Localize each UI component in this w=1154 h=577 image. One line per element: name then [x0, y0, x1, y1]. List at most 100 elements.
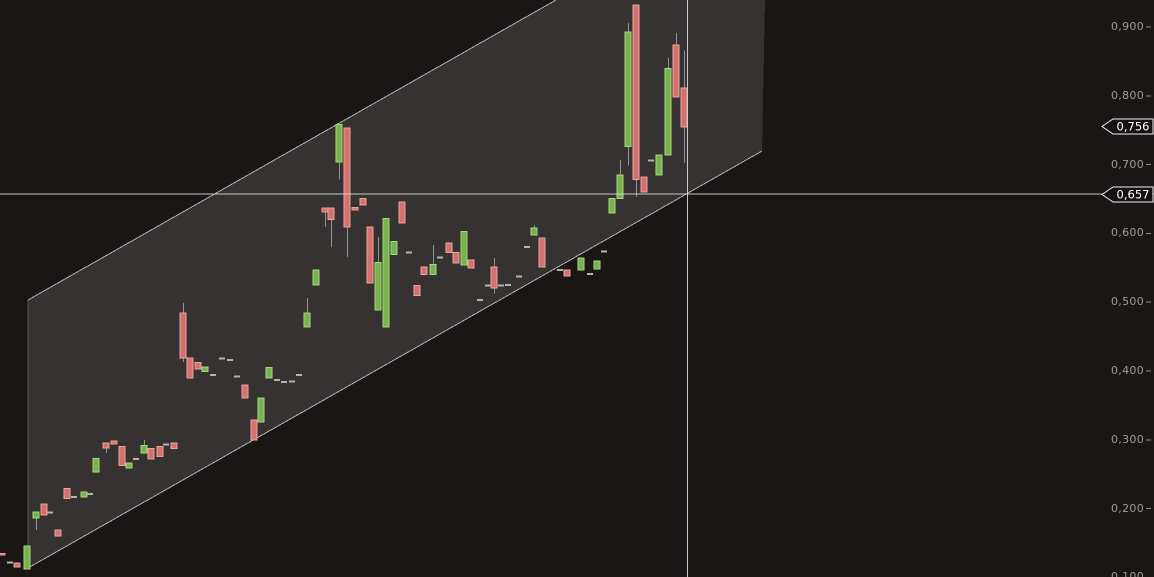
bear-candle [640, 176, 648, 193]
bear-candle [351, 206, 359, 211]
bull-candle [429, 263, 437, 276]
doji-candle [87, 493, 93, 496]
trend-channel-upper-line[interactable] [27, 0, 557, 301]
bull-candle [577, 257, 585, 271]
bear-candle [102, 442, 110, 449]
bull-candle [265, 367, 273, 379]
crosshair-price-value: 0,657 [1117, 187, 1150, 201]
bear-candle [63, 488, 71, 499]
bull-candle [655, 154, 663, 176]
price-axis-label: 0,200 [1111, 501, 1144, 515]
bear-candle [147, 448, 155, 460]
doji-candle [227, 358, 233, 361]
doji-candle [7, 561, 13, 564]
bull-candle [624, 31, 632, 148]
bear-candle [563, 269, 571, 277]
doji-candle [406, 251, 412, 254]
trend-channel-lower-line[interactable] [27, 150, 763, 569]
doji-candle [289, 380, 295, 383]
doji-candle [234, 375, 240, 378]
doji-candle [437, 256, 443, 259]
bull-candle [201, 366, 209, 373]
bull-candle [125, 462, 133, 469]
trend-channel-fill[interactable] [28, 0, 765, 568]
bear-candle [343, 127, 351, 228]
doji-candle [505, 284, 511, 286]
bull-candle [460, 230, 468, 266]
doji-candle [601, 250, 607, 253]
doji-candle [648, 159, 654, 162]
bull-candle [664, 67, 672, 156]
price-axis-label: 0,300 [1111, 432, 1144, 446]
bear-candle [672, 44, 680, 98]
bear-candle [40, 503, 48, 516]
bear-candle [118, 446, 126, 466]
doji-candle [587, 272, 593, 275]
bull-candle [80, 491, 88, 498]
bear-candle [321, 207, 329, 213]
bear-candle [0, 552, 6, 556]
price-tag-shape [1101, 118, 1154, 135]
bull-candle [374, 261, 382, 311]
bull-candle [593, 260, 601, 270]
doji-candle [210, 374, 216, 377]
bull-candle [335, 124, 343, 163]
bear-candle [241, 384, 249, 399]
bull-candle [616, 174, 624, 199]
bull-candle [382, 217, 390, 328]
last-price-tag: 0,756 [1101, 118, 1154, 135]
doji-candle [47, 511, 53, 514]
price-axis-label: 0,100 [1111, 570, 1144, 577]
doji-candle [485, 284, 491, 287]
bear-candle [445, 242, 453, 254]
bull-candle [140, 444, 148, 454]
bull-candle [608, 197, 616, 214]
bull-candle [390, 241, 398, 256]
price-axis-label: 0,800 [1111, 88, 1144, 102]
bear-candle [194, 362, 202, 370]
doji-candle [71, 495, 77, 498]
bear-candle [110, 440, 118, 445]
last-price-value: 0,756 [1117, 119, 1150, 133]
bull-candle [92, 457, 100, 473]
price-tag-shape [1101, 186, 1154, 203]
bear-candle [186, 357, 194, 379]
bear-candle [452, 252, 460, 264]
bear-candle [398, 201, 406, 224]
doji-candle [281, 381, 287, 384]
doji-candle [557, 268, 563, 271]
bear-candle [327, 207, 335, 221]
doji-candle [516, 275, 522, 278]
bear-candle [413, 285, 421, 296]
doji-candle [296, 374, 302, 377]
bull-candle [530, 227, 538, 236]
doji-candle [477, 299, 483, 302]
doji-candle [524, 246, 530, 249]
bear-candle [13, 562, 21, 568]
bull-candle [257, 397, 265, 423]
price-axis-label: 0,500 [1111, 295, 1144, 309]
doji-candle [498, 284, 504, 287]
doji-candle [219, 357, 225, 360]
price-axis-label: 0,400 [1111, 364, 1144, 377]
bull-candle [312, 269, 320, 286]
bull-candle [23, 545, 31, 570]
price-axis-label: 0,700 [1111, 157, 1144, 171]
crosshair-price-tag: 0,657 [1101, 186, 1154, 203]
bull-candle [32, 511, 40, 519]
bear-candle [420, 266, 428, 276]
doji-candle [274, 378, 280, 381]
doji-candle [163, 443, 169, 446]
bear-candle [156, 446, 164, 457]
bear-candle [170, 442, 178, 450]
bear-candle [366, 226, 374, 284]
doji-candle [133, 458, 139, 461]
bull-candle [303, 312, 311, 328]
bear-candle [54, 529, 62, 537]
bear-candle [680, 87, 688, 128]
bear-candle [632, 4, 640, 181]
bear-candle [359, 197, 367, 206]
price-axis-label: 0,600 [1111, 226, 1144, 240]
